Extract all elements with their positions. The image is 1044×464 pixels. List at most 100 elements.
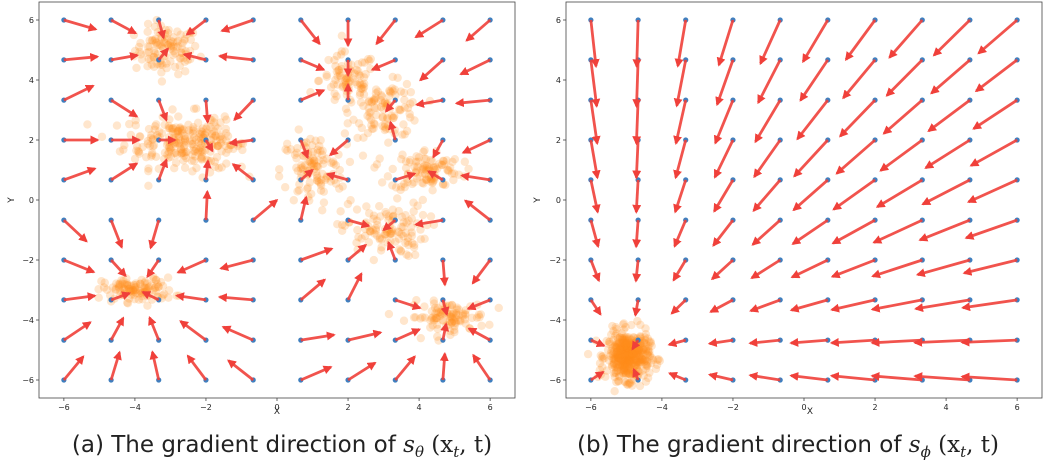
sample-point bbox=[416, 235, 426, 244]
sample-point bbox=[401, 163, 411, 173]
gradient-arrow bbox=[799, 59, 829, 102]
sample-point bbox=[635, 355, 645, 365]
sample-point bbox=[399, 88, 409, 98]
sample-point bbox=[475, 313, 484, 322]
sample-point bbox=[616, 343, 625, 352]
sample-point bbox=[375, 201, 384, 211]
sample-point bbox=[155, 60, 165, 70]
sample-point bbox=[623, 345, 632, 354]
sample-point bbox=[612, 338, 622, 347]
sample-point bbox=[369, 255, 379, 265]
gradient-arrow bbox=[63, 321, 92, 342]
sample-point bbox=[151, 287, 161, 296]
sample-point bbox=[627, 320, 636, 330]
gradient-arrow bbox=[974, 58, 1018, 93]
sample-point bbox=[619, 366, 629, 375]
sample-point bbox=[421, 154, 431, 164]
sample-point bbox=[622, 342, 632, 352]
sample-point bbox=[176, 136, 185, 146]
sample-point bbox=[445, 316, 454, 326]
sample-point bbox=[83, 120, 92, 129]
gradient-arrow bbox=[749, 298, 781, 313]
sample-point bbox=[615, 341, 624, 351]
sample-point bbox=[123, 298, 132, 307]
y-tick-label: −6 bbox=[549, 376, 561, 385]
gradient-arrow bbox=[110, 259, 127, 278]
gradient-arrow bbox=[204, 139, 214, 153]
sample-point bbox=[618, 345, 628, 355]
sample-point bbox=[460, 157, 470, 166]
sample-point bbox=[222, 159, 231, 168]
sample-point bbox=[420, 234, 429, 244]
sample-point bbox=[630, 355, 639, 364]
sample-point bbox=[214, 141, 223, 150]
sample-point bbox=[118, 283, 128, 293]
sample-point bbox=[360, 231, 370, 241]
sample-point bbox=[626, 350, 635, 360]
chart-a: −6 −4 −2 0 2 4 6 −6 −4 −2 0 2 4 6 X Y (a) The gradien… bbox=[7, 1, 516, 461]
sample-point bbox=[407, 228, 416, 237]
sample-point bbox=[130, 290, 139, 299]
sample-point bbox=[190, 133, 199, 142]
sample-point bbox=[302, 184, 312, 194]
sample-point bbox=[366, 227, 375, 236]
sample-point bbox=[396, 106, 405, 115]
sample-point bbox=[620, 345, 629, 354]
sample-point bbox=[636, 320, 645, 330]
sample-point bbox=[292, 154, 301, 163]
sample-point bbox=[174, 133, 184, 142]
sample-point bbox=[327, 158, 336, 167]
sample-point bbox=[420, 146, 429, 155]
sample-point bbox=[311, 136, 320, 145]
sample-point bbox=[643, 361, 652, 371]
sample-point bbox=[189, 156, 199, 166]
sample-point bbox=[207, 129, 217, 138]
sample-point bbox=[620, 336, 630, 345]
sample-point bbox=[612, 342, 621, 352]
sample-point bbox=[455, 316, 465, 325]
sample-point bbox=[620, 357, 630, 367]
sample-point bbox=[112, 279, 121, 288]
sample-point bbox=[364, 96, 374, 105]
gradient-arrow bbox=[346, 272, 363, 301]
x-tick-label: 4 bbox=[944, 403, 949, 412]
sample-point bbox=[623, 339, 632, 349]
gradient-arrow bbox=[842, 59, 877, 100]
sample-point bbox=[184, 120, 193, 130]
sample-point bbox=[135, 149, 144, 158]
sample-point bbox=[275, 165, 284, 174]
sample-point bbox=[639, 345, 648, 355]
gradient-arrow bbox=[300, 365, 333, 382]
sample-point bbox=[144, 47, 154, 57]
sample-point bbox=[131, 285, 141, 294]
sample-point bbox=[155, 40, 164, 49]
chart-b-xlabel: X bbox=[807, 407, 813, 417]
sample-point bbox=[200, 130, 209, 140]
sample-point bbox=[359, 82, 369, 92]
sample-point bbox=[356, 84, 366, 94]
sample-point bbox=[229, 144, 238, 154]
gradient-arrow bbox=[62, 219, 88, 243]
gradient-arrow bbox=[962, 258, 1018, 276]
sample-point bbox=[166, 146, 175, 155]
x-tick-label: 2 bbox=[872, 403, 877, 412]
sample-point bbox=[612, 347, 622, 356]
sample-point bbox=[384, 215, 393, 224]
sample-point bbox=[485, 320, 494, 330]
sample-point bbox=[345, 157, 355, 167]
sample-point bbox=[343, 119, 352, 128]
sample-point bbox=[340, 76, 350, 85]
sample-point bbox=[406, 87, 416, 97]
sample-point bbox=[136, 279, 145, 289]
sample-point bbox=[144, 164, 153, 173]
sample-point bbox=[411, 313, 420, 322]
sample-point bbox=[624, 345, 633, 354]
gradient-arrow bbox=[632, 59, 642, 109]
sample-point bbox=[376, 102, 386, 112]
sample-point bbox=[629, 355, 638, 365]
sample-point bbox=[367, 115, 376, 125]
sample-point bbox=[615, 346, 625, 355]
gradient-arrow bbox=[432, 139, 445, 159]
sample-point bbox=[294, 125, 303, 134]
